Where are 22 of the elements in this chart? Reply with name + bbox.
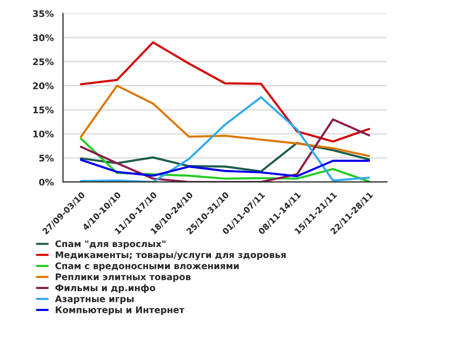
legend-label: Спам с вредоносными вложениями bbox=[55, 262, 239, 271]
y-tick-label: 10% bbox=[33, 130, 54, 138]
line-series bbox=[80, 158, 370, 178]
y-tick-label: 0% bbox=[39, 178, 54, 186]
legend-label: Компьютеры и Интернет bbox=[56, 306, 184, 315]
legend-label: Медикаменты; товары/услуги для здоровья bbox=[56, 251, 286, 260]
legend-label: Фильмы и др.инфо bbox=[55, 284, 156, 293]
y-tick-label: 35% bbox=[32, 10, 54, 18]
y-tick-label: 30% bbox=[32, 34, 54, 42]
line-series bbox=[80, 96, 370, 182]
legend-label: Азартные игры bbox=[55, 295, 134, 304]
y-tick-label: 15% bbox=[33, 106, 54, 114]
y-tick-label: 5% bbox=[39, 154, 54, 162]
legend-label: Реплики элитных товаров bbox=[56, 274, 191, 282]
line-series bbox=[80, 142, 370, 172]
legend-label: Спам "для взрослых" bbox=[55, 240, 166, 249]
line-series bbox=[80, 138, 370, 182]
y-tick-label: 20% bbox=[33, 82, 54, 90]
line-series bbox=[80, 84, 370, 158]
y-tick-label: 25% bbox=[33, 58, 54, 66]
line-series bbox=[80, 118, 370, 182]
line-series bbox=[80, 41, 370, 143]
